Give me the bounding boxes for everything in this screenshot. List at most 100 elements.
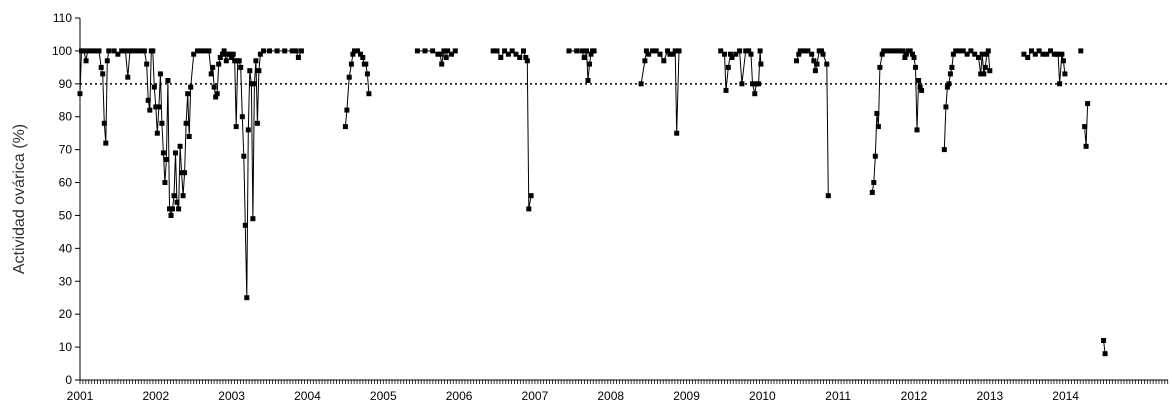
data-point — [919, 87, 925, 93]
y-tick-label: 30 — [59, 274, 73, 288]
x-tick-label: 2006 — [446, 389, 473, 403]
data-point — [585, 78, 591, 83]
data-point — [902, 55, 908, 60]
data-point — [159, 120, 165, 126]
data-point — [1029, 48, 1034, 54]
y-tick-label: 80 — [59, 110, 73, 124]
data-point — [820, 51, 826, 57]
data-point — [877, 64, 883, 70]
data-point — [111, 48, 117, 54]
data-point — [517, 55, 523, 60]
data-point — [1048, 48, 1053, 54]
data-point — [1060, 58, 1066, 64]
data-point — [167, 206, 172, 212]
data-point — [100, 71, 106, 77]
y-axis-title: Actividad ovárica (%) — [11, 124, 28, 274]
y-tick-label: 60 — [59, 176, 73, 190]
data-point — [195, 48, 200, 54]
data-point — [566, 48, 572, 54]
data-point — [202, 48, 208, 54]
data-point — [874, 110, 880, 116]
data-point — [163, 157, 169, 162]
data-point — [230, 51, 236, 57]
data-point — [881, 48, 887, 54]
data-point — [581, 55, 587, 60]
x-tick-label: 2009 — [673, 389, 700, 403]
data-point — [104, 58, 110, 64]
data-point — [796, 51, 802, 57]
data-point — [254, 120, 260, 126]
data-point — [758, 61, 764, 67]
data-point — [350, 51, 356, 57]
data-point — [661, 58, 667, 64]
data-point — [170, 206, 175, 212]
data-point — [718, 48, 724, 54]
data-point — [92, 48, 98, 54]
data-point — [145, 97, 151, 103]
data-point — [185, 91, 191, 97]
data-point — [134, 48, 140, 54]
data-point — [968, 48, 974, 54]
data-point — [241, 153, 247, 159]
data-point — [960, 48, 966, 54]
data-point — [138, 48, 144, 54]
data-point — [449, 51, 454, 57]
data-point — [344, 107, 350, 113]
data-point — [1044, 51, 1050, 57]
data-point — [256, 68, 262, 74]
data-point — [1062, 71, 1068, 77]
data-point — [916, 78, 922, 83]
data-point — [98, 64, 104, 70]
data-point — [182, 170, 188, 176]
data-point — [494, 48, 500, 54]
data-point — [88, 48, 94, 54]
data-point — [171, 193, 177, 199]
data-point — [430, 48, 436, 54]
data-point — [587, 61, 592, 67]
data-point — [524, 58, 530, 64]
data-point — [725, 64, 731, 70]
x-tick-label: 2007 — [522, 389, 549, 403]
data-point — [1102, 351, 1108, 357]
y-tick-label: 0 — [65, 373, 72, 387]
data-point — [805, 48, 811, 54]
data-point — [729, 55, 735, 60]
data-point — [871, 180, 877, 185]
series-actividad-ovarica — [77, 48, 1108, 357]
data-point — [85, 48, 91, 54]
data-point — [81, 48, 87, 54]
data-point — [119, 48, 125, 54]
data-point — [452, 48, 458, 54]
data-point — [521, 48, 526, 54]
data-point — [900, 48, 906, 54]
data-point — [981, 71, 987, 77]
data-point — [1025, 55, 1031, 60]
x-axis-ticks: 2001 2002 2003 2004 2005 2006 2007 2008 2009 2010… — [67, 380, 1169, 403]
data-point — [210, 64, 216, 70]
data-point — [83, 58, 89, 64]
data-point — [513, 51, 519, 57]
y-tick-label: 100 — [52, 44, 72, 58]
data-point — [653, 48, 659, 54]
data-point — [979, 51, 985, 57]
data-point — [957, 48, 962, 54]
data-point — [657, 51, 663, 57]
data-point — [103, 140, 109, 146]
data-point — [674, 130, 680, 136]
data-point — [982, 64, 988, 70]
data-point — [257, 51, 263, 57]
data-point — [723, 87, 729, 93]
data-point — [941, 147, 947, 153]
data-point — [147, 107, 153, 113]
data-point — [239, 114, 245, 120]
data-point — [232, 58, 238, 64]
data-point — [227, 51, 233, 57]
data-point — [667, 51, 673, 57]
data-point — [157, 71, 163, 77]
data-point — [643, 48, 649, 54]
x-tick-label: 2013 — [976, 389, 1003, 403]
data-point — [414, 48, 420, 54]
data-point — [348, 61, 354, 67]
data-point — [229, 55, 235, 60]
data-point — [244, 295, 250, 301]
